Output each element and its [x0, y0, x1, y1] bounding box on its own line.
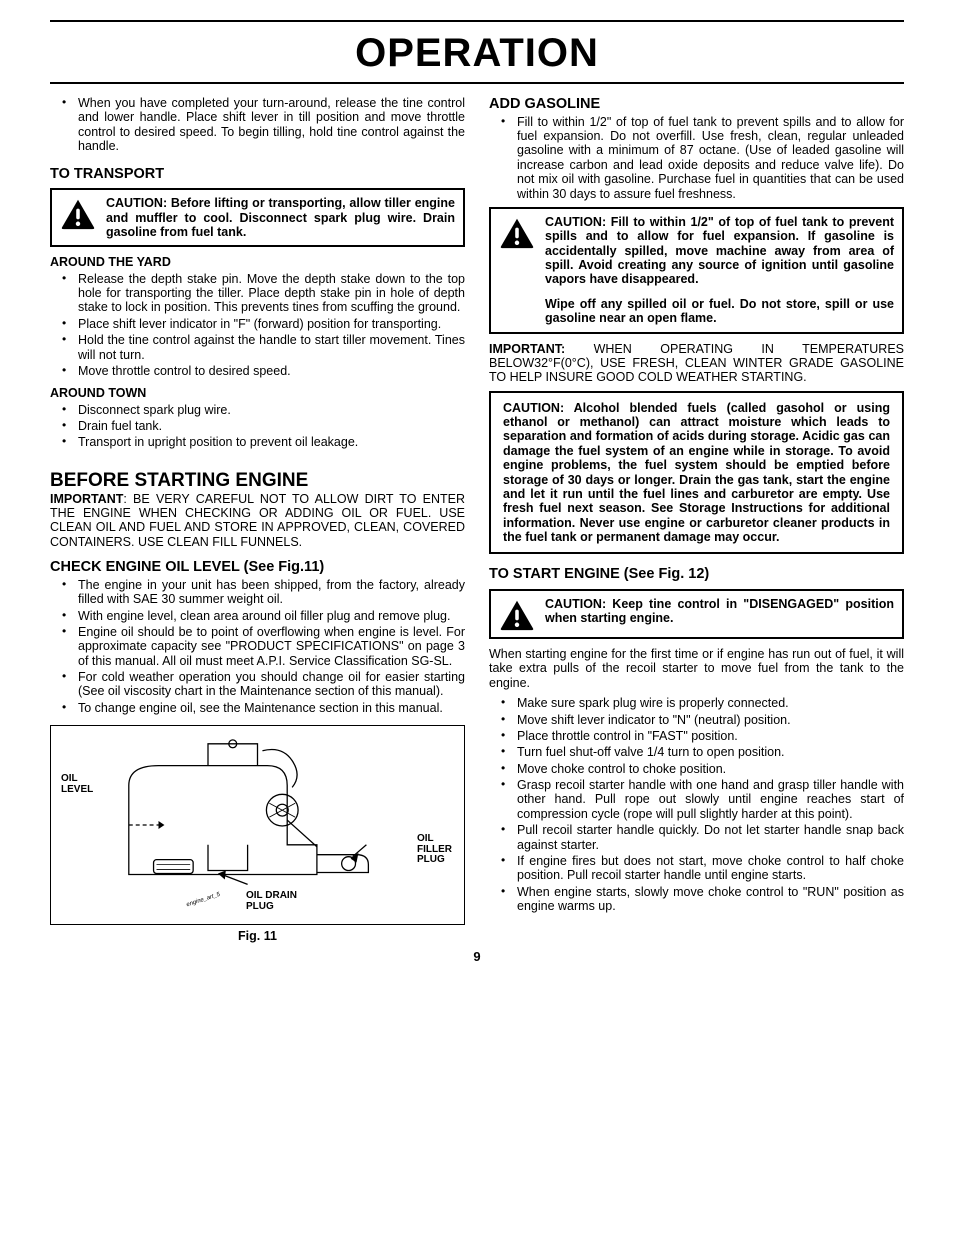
list-item: Move choke control to choke position. — [517, 762, 904, 776]
gasoline-caution-1: CAUTION: Fill to within 1/2" of top of f… — [545, 215, 894, 287]
winter-important: IMPORTANT: WHEN OPERATING IN TEMPERATURE… — [489, 342, 904, 385]
add-gasoline-list: Fill to within 1/2" of top of fuel tank … — [489, 115, 904, 201]
right-column: ADD GASOLINE Fill to within 1/2" of top … — [489, 96, 904, 944]
start-engine-heading: TO START ENGINE (See Fig. 12) — [489, 566, 904, 583]
before-start-important: IMPORTANT: BE VERY CAREFUL NOT TO ALLOW … — [50, 492, 465, 550]
important-label: IMPORTANT: — [489, 342, 565, 356]
around-town-heading: AROUND TOWN — [50, 386, 465, 400]
left-column: When you have completed your turn-around… — [50, 96, 465, 944]
around-yard-heading: AROUND THE YARD — [50, 255, 465, 269]
list-item: Hold the tine control against the handle… — [78, 333, 465, 362]
list-item: If engine fires but does not start, move… — [517, 854, 904, 883]
warning-icon — [499, 217, 535, 249]
important-label: IMPORTANT — [50, 492, 123, 506]
list-item: The engine in your unit has been shipped… — [78, 578, 465, 607]
alcohol-caution-box: CAUTION: Alcohol blended fuels (called g… — [489, 391, 904, 555]
list-item: Move throttle control to desired speed. — [78, 364, 465, 378]
add-gasoline-bullet: Fill to within 1/2" of top of fuel tank … — [517, 115, 904, 201]
intro-list: When you have completed your turn-around… — [50, 96, 465, 154]
list-item: Drain fuel tank. — [78, 419, 465, 433]
add-gasoline-heading: ADD GASOLINE — [489, 96, 904, 113]
warning-icon — [499, 599, 535, 631]
list-item: Release the depth stake pin. Move the de… — [78, 272, 465, 315]
list-item: Make sure spark plug wire is properly co… — [517, 696, 904, 710]
gasoline-caution-box: CAUTION: Fill to within 1/2" of top of f… — [489, 207, 904, 334]
start-engine-list: Make sure spark plug wire is properly co… — [489, 696, 904, 913]
top-rule — [50, 20, 904, 22]
start-paragraph: When starting engine for the first time … — [489, 647, 904, 690]
title-rule — [50, 82, 904, 84]
list-item: When engine starts, slowly move choke co… — [517, 885, 904, 914]
list-item: With engine level, clean area around oil… — [78, 609, 465, 623]
around-town-list: Disconnect spark plug wire. Drain fuel t… — [50, 403, 465, 450]
figure-11: OIL LEVEL OIL FILLER PLUG OIL DRAIN PLUG… — [50, 725, 465, 925]
oil-filler-label: OIL FILLER PLUG — [417, 834, 452, 866]
transport-caution-box: CAUTION: Before lifting or transporting,… — [50, 188, 465, 247]
start-caution-text: CAUTION: Keep tine control in "DISENGAGE… — [545, 597, 894, 626]
around-yard-list: Release the depth stake pin. Move the de… — [50, 272, 465, 379]
check-oil-heading: CHECK ENGINE OIL LEVEL (See Fig.11) — [50, 559, 465, 576]
list-item: Place shift lever indicator in "F" (forw… — [78, 317, 465, 331]
gasoline-caution-2: Wipe off any spilled oil or fuel. Do not… — [545, 297, 894, 326]
page-number: 9 — [50, 950, 904, 965]
before-start-heading: BEFORE STARTING ENGINE — [50, 470, 465, 492]
intro-bullet: When you have completed your turn-around… — [78, 96, 465, 154]
figure-11-caption: Fig. 11 — [50, 929, 465, 943]
oil-level-label: OIL LEVEL — [61, 774, 93, 795]
start-caution-box: CAUTION: Keep tine control in "DISENGAGE… — [489, 589, 904, 639]
transport-heading: TO TRANSPORT — [50, 166, 465, 183]
list-item: Disconnect spark plug wire. — [78, 403, 465, 417]
list-item: For cold weather operation you should ch… — [78, 670, 465, 699]
page-title: OPERATION — [50, 30, 904, 76]
list-item: Place throttle control in "FAST" positio… — [517, 729, 904, 743]
transport-caution-text: CAUTION: Before lifting or transporting,… — [106, 196, 455, 239]
list-item: To change engine oil, see the Maintenanc… — [78, 701, 465, 715]
two-column-layout: When you have completed your turn-around… — [50, 96, 904, 944]
list-item: Move shift lever indicator to "N" (neutr… — [517, 713, 904, 727]
list-item: Grasp recoil starter handle with one han… — [517, 778, 904, 821]
check-oil-list: The engine in your unit has been shipped… — [50, 578, 465, 715]
list-item: Engine oil should be to point of overflo… — [78, 625, 465, 668]
list-item: Pull recoil starter handle quickly. Do n… — [517, 823, 904, 852]
list-item: Transport in upright position to prevent… — [78, 435, 465, 449]
warning-icon — [60, 198, 96, 230]
oil-drain-label: OIL DRAIN PLUG — [246, 891, 297, 912]
list-item: Turn fuel shut-off valve 1/4 turn to ope… — [517, 745, 904, 759]
